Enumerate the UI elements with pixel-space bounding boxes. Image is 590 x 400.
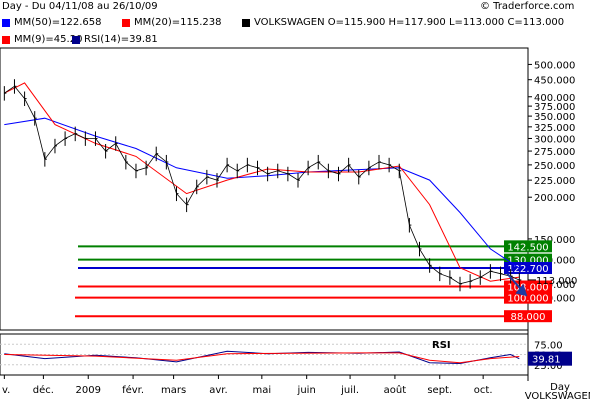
price-panel-frame (0, 47, 529, 331)
y-tick-label: 400.000 (534, 93, 575, 104)
legend-rsi-label: RSI(14)=39.81 (84, 34, 158, 45)
level-label-box (504, 291, 552, 304)
y-tick-label: 225.000 (534, 176, 575, 187)
y-tick-label: 500.000 (534, 60, 575, 71)
mm20-line (4, 82, 520, 282)
x-tick-label: v. (2, 385, 10, 396)
y-tick-label: 300.000 (534, 134, 575, 145)
legend-price-swatch (242, 19, 250, 27)
level-label: 122.700 (507, 264, 548, 275)
legend-mm20-swatch (122, 19, 130, 27)
x-tick-label: sept. (427, 385, 452, 396)
period-label: Day - Du 04/11/08 au 26/10/09 (2, 1, 158, 12)
x-tick-label: août (384, 384, 407, 396)
y-tick-label: 275.000 (534, 147, 575, 158)
x-tick-label: mars (161, 385, 186, 396)
x-tick-label: févr. (122, 384, 144, 396)
level-label: 142.500 (507, 242, 548, 253)
legend-row-2: MM(9)=45.20 RSI(14)=39.81 (0, 33, 590, 47)
level-label-box (504, 240, 552, 253)
x-tick-label: mai (253, 385, 272, 396)
rsi-value-label: 39.81 (532, 355, 561, 366)
x-tick-label: oct. (474, 385, 493, 396)
level-label-box (504, 262, 552, 275)
current-price-label: 113.000 (536, 276, 577, 287)
x-tick-label: avr. (209, 385, 227, 396)
y-tick-label: 110.000 (534, 280, 575, 291)
legend-mm9-label: MM(9)=45.20 (14, 34, 83, 45)
y-tick-label: 450.000 (534, 76, 575, 87)
y-tick-label: 200.000 (534, 193, 575, 204)
rsi-tick-label: 75.00 (534, 340, 563, 351)
legend-mm50-swatch (2, 19, 10, 27)
trend-arrow-head (515, 283, 528, 297)
level-label: 100.000 (507, 294, 548, 305)
footer-timeframe: Day (550, 382, 570, 393)
legend-mm20-label: MM(20)=115.238 (134, 17, 222, 28)
y-tick-label: 350.000 (534, 112, 575, 123)
level-label-box (504, 310, 552, 323)
rsi-value-box (528, 351, 572, 366)
y-tick-label: 150.000 (534, 235, 575, 246)
legend-rsi-swatch (72, 36, 80, 44)
legend-mm50-label: MM(50)=122.658 (14, 17, 102, 28)
x-tick-label: 2009 (76, 385, 101, 396)
y-tick-label: 250.000 (534, 161, 575, 172)
x-tick-label: juin (297, 385, 316, 396)
y-tick-label: 375.000 (534, 102, 575, 113)
header-top-line: Day - Du 04/11/08 au 26/10/09 © Traderfo… (0, 0, 590, 14)
x-tick-label: déc. (33, 384, 54, 396)
legend-mm9-swatch (2, 36, 10, 44)
rsi-tick-label: 25.00 (534, 361, 563, 372)
legend-row-1: MM(50)=122.658 MM(20)=115.238 VOLKSWAGEN… (0, 16, 590, 30)
footer-instrument: VOLKSWAGEN (525, 391, 590, 400)
rsi-panel-label: RSI (432, 340, 451, 351)
price-line (4, 85, 520, 285)
legend-price-label: VOLKSWAGEN O=115.900 H=117.900 L=113.000… (254, 17, 565, 28)
y-tick-label: 100.000 (534, 294, 575, 305)
y-tick-label: 130.000 (534, 256, 575, 267)
level-label: 108.000 (507, 283, 548, 294)
level-label: 88.000 (511, 312, 546, 323)
rsi-mm9-line (4, 352, 520, 364)
copyright-label: © Traderforce.com (480, 1, 575, 12)
x-tick-label: juil. (340, 385, 359, 396)
level-label: 130.000 (507, 256, 548, 267)
y-tick-label: 325.000 (534, 123, 575, 134)
